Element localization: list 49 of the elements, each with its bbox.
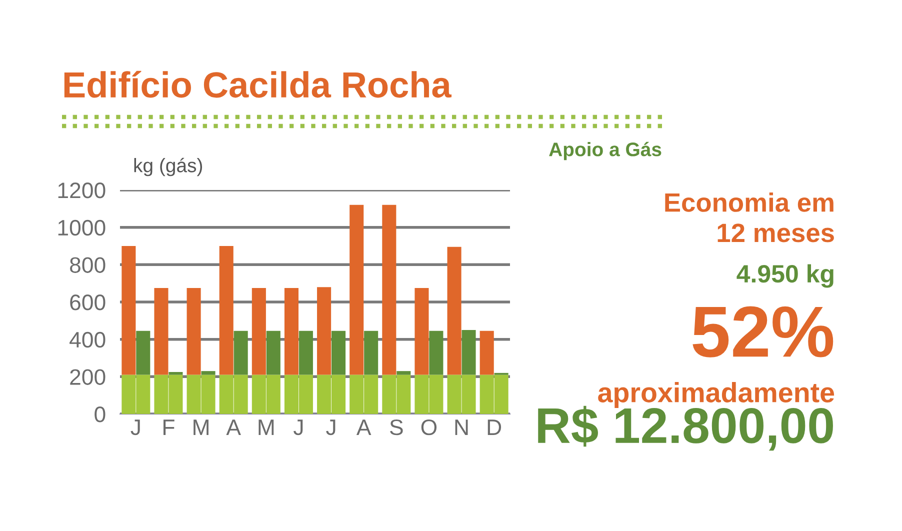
y-tick-label: 0 [94,406,106,422]
bar [414,288,429,375]
y-tick-label: 200 [70,369,106,385]
bar [201,371,216,375]
bar [350,204,364,375]
bar [122,246,136,375]
text: Apoio a Gás [549,142,662,160]
x-tick-label: A [226,420,241,435]
x-tick-label: J [294,420,303,436]
x-tick-label: F [164,420,174,435]
x-tick-label: D [488,420,502,435]
y-tick-label: 600 [70,294,106,310]
bar [462,330,476,375]
x-tick-label: M [194,420,208,435]
y-tick-label: 400 [70,332,106,348]
bar [234,330,248,375]
bar [317,287,332,375]
bar [154,288,168,375]
bar [136,330,150,375]
bar [298,330,313,375]
text: Economia em 12 meses [665,192,834,242]
bar [266,330,280,375]
x-tick-label: J [130,420,140,436]
y-tick-label: 1200 [58,182,106,198]
x-tick-label: M [258,420,274,435]
bar [186,288,201,375]
bar [284,288,299,375]
x-tick-label: O [421,419,437,436]
bar [480,330,494,375]
bar [429,330,444,375]
chart-title: Edifício Cacilda Rocha [64,70,452,98]
x-tick-label: J [326,420,336,436]
x-tick-label: S [390,419,403,436]
y-tick-label: 800 [70,257,106,273]
bar [252,288,266,375]
text: 4.950 kg [736,264,834,288]
bar [382,204,396,375]
y-axis-title: kg (gás) [134,158,202,176]
bar [447,246,462,375]
text: aproximadamente [598,382,834,408]
y-tick-label: 1000 [58,220,106,236]
bar [168,372,183,375]
bar [219,246,234,375]
x-tick-label: A [356,420,372,435]
bar [396,371,411,375]
text: 52% [692,306,834,358]
bar [331,330,346,375]
x-tick-label: N [455,420,468,435]
bar [364,330,378,375]
